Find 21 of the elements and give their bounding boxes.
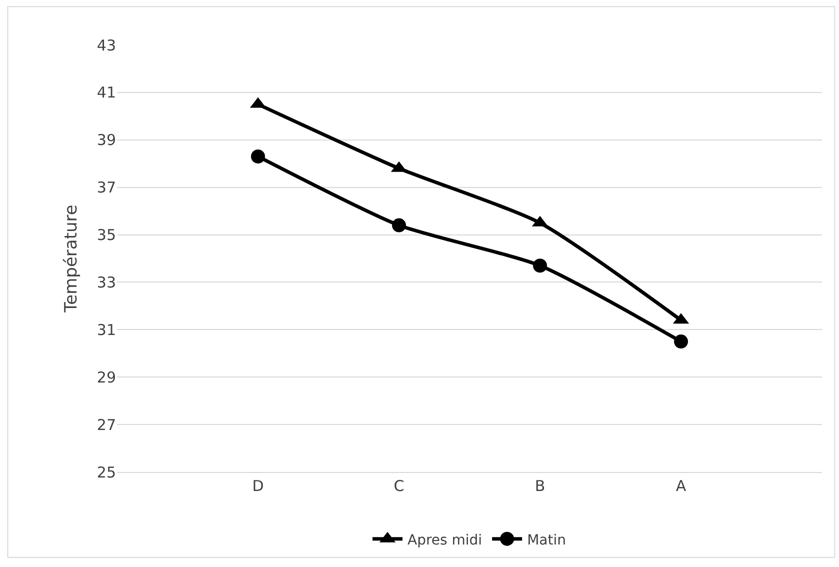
- x-tick-label: A: [676, 477, 687, 495]
- y-tick-label: 43: [96, 36, 116, 54]
- point: [674, 334, 688, 349]
- legend-label: Matin: [527, 532, 566, 548]
- y-tick-label: 41: [96, 84, 116, 102]
- point: [533, 258, 547, 273]
- y-tick-label: 31: [96, 320, 116, 339]
- x-tick-label: D: [252, 477, 264, 495]
- x-tick-label: B: [534, 477, 546, 495]
- y-tick-label: 39: [96, 131, 116, 150]
- y-tick-label: 27: [96, 416, 116, 434]
- x-tick-label: C: [394, 477, 404, 495]
- y-tick-label: 35: [96, 226, 116, 244]
- point: [392, 218, 406, 232]
- y-tick-label: 29: [96, 368, 116, 386]
- legend-label: Apres midi: [408, 532, 482, 548]
- y-tick-label: 37: [96, 178, 116, 197]
- point: [251, 149, 265, 164]
- y-tick-label: 25: [96, 463, 116, 482]
- y-tick-label: 33: [96, 273, 116, 292]
- y-axis-title: Température: [61, 204, 82, 314]
